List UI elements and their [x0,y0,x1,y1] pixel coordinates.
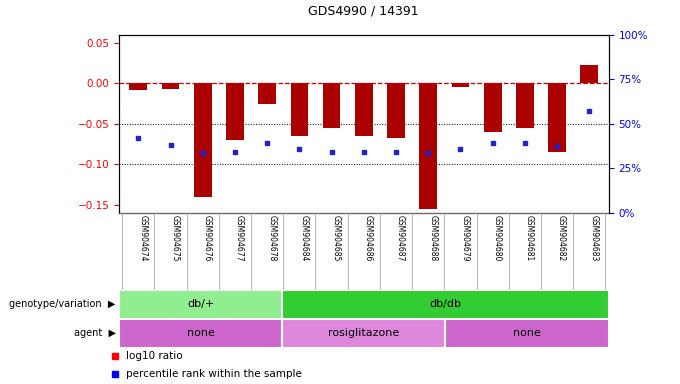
Bar [282,290,609,319]
Text: db/+: db/+ [187,299,214,310]
Text: GSM904676: GSM904676 [203,215,211,262]
Text: GSM904687: GSM904687 [396,215,405,262]
Bar [420,83,437,209]
Text: GDS4990 / 14391: GDS4990 / 14391 [309,4,419,17]
Bar [483,83,502,132]
Text: GSM904674: GSM904674 [138,215,148,262]
Bar [282,319,445,348]
Text: GSM904679: GSM904679 [460,215,469,262]
Bar [548,83,566,152]
Text: none: none [187,328,214,338]
Bar [323,83,341,128]
Bar [119,290,282,319]
Bar [516,83,534,128]
Bar [119,319,282,348]
Text: GSM904683: GSM904683 [590,215,598,262]
Text: log10 ratio: log10 ratio [126,351,183,361]
Text: GSM904684: GSM904684 [299,215,308,262]
Bar [129,83,147,90]
Text: GSM904682: GSM904682 [557,215,566,262]
Bar [258,83,276,104]
Text: GSM904677: GSM904677 [235,215,244,262]
Text: rosiglitazone: rosiglitazone [328,328,399,338]
Bar [194,83,211,197]
Text: percentile rank within the sample: percentile rank within the sample [126,369,302,379]
Text: GSM904680: GSM904680 [492,215,502,262]
Text: GSM904678: GSM904678 [267,215,276,262]
Bar [226,83,244,140]
Bar [290,83,308,136]
Text: GSM904686: GSM904686 [364,215,373,262]
Bar [162,83,180,89]
Bar [445,319,609,348]
Text: db/db: db/db [429,299,462,310]
Text: none: none [513,328,541,338]
Text: GSM904688: GSM904688 [428,215,437,262]
Bar [387,83,405,139]
Text: agent  ▶: agent ▶ [73,328,116,338]
Text: GSM904685: GSM904685 [332,215,341,262]
Bar [452,83,469,87]
Text: genotype/variation  ▶: genotype/variation ▶ [10,299,116,310]
Bar [581,65,598,83]
Bar [355,83,373,136]
Text: GSM904675: GSM904675 [171,215,180,262]
Text: GSM904681: GSM904681 [525,215,534,262]
